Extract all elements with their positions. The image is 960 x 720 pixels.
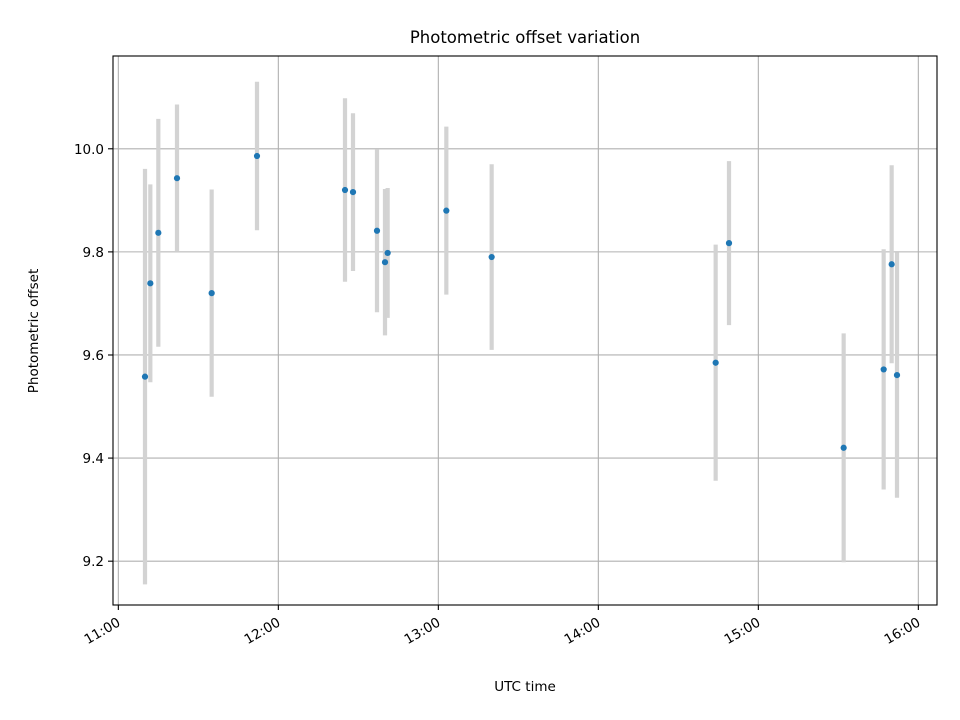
- y-tick-label: 9.4: [83, 451, 104, 467]
- chart-title: Photometric offset variation: [410, 28, 640, 47]
- data-point: [384, 249, 391, 257]
- x-axis-label: UTC time: [494, 679, 556, 695]
- data-point: [155, 229, 162, 236]
- y-axis-label: Photometric offset: [26, 269, 42, 393]
- data-point: [488, 253, 495, 261]
- data-point: [208, 290, 215, 297]
- data-point: [341, 186, 349, 194]
- data-point: [725, 240, 733, 247]
- data-point: [381, 259, 389, 266]
- data-point: [349, 188, 357, 196]
- y-tick-label: 9.6: [83, 348, 104, 364]
- data-point: [147, 280, 154, 287]
- data-points: [141, 152, 901, 451]
- y-tick-label: 9.8: [83, 245, 104, 261]
- data-point: [880, 366, 887, 373]
- data-point: [253, 152, 261, 160]
- data-point: [712, 359, 719, 366]
- data-point: [173, 175, 181, 182]
- y-tick-label: 9.2: [83, 554, 104, 570]
- data-point: [141, 373, 149, 380]
- data-point: [840, 444, 847, 451]
- plot-frame: [112, 55, 938, 606]
- data-point: [373, 227, 381, 234]
- data-point: [443, 207, 450, 214]
- data-point: [893, 371, 901, 379]
- y-tick-label: 10.0: [74, 142, 104, 158]
- grid: [113, 56, 937, 605]
- data-point: [888, 261, 895, 268]
